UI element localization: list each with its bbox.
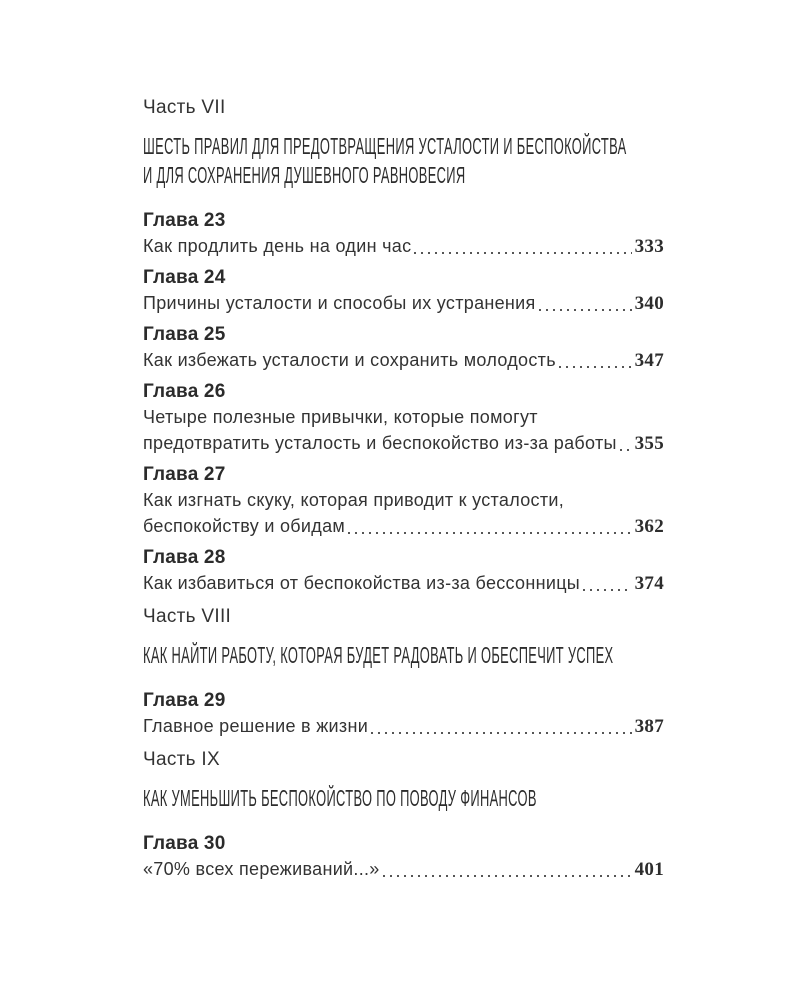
part-title: КАК УМЕНЬШИТЬ БЕСПОКОЙСТВО ПО ПОВОДУ ФИН…	[143, 784, 668, 813]
toc-entry-chapter-28[interactable]: Глава 28 Как избавиться от беспокойства …	[143, 545, 664, 597]
page-number: 401	[634, 859, 664, 880]
part-title-line: ШЕСТЬ ПРАВИЛ ДЛЯ ПРЕДОТВРАЩЕНИЯ УСТАЛОСТ…	[143, 133, 627, 159]
toc-section-part-8: Часть VIII КАК НАЙТИ РАБОТУ, КОТОРАЯ БУД…	[143, 605, 664, 740]
chapter-title: Главное решение в жизни	[143, 716, 369, 736]
toc-section-part-9: Часть IX КАК УМЕНЬШИТЬ БЕСПОКОЙСТВО ПО П…	[143, 748, 664, 883]
chapter-title: Причины усталости и способы их устранени…	[143, 293, 536, 313]
part-label: Часть VII	[143, 97, 226, 118]
chapter-title: предотвратить усталость и беспокойство и…	[143, 433, 617, 453]
page-number: 387	[634, 716, 664, 737]
toc-entry-chapter-24[interactable]: Глава 24 Причины усталости и способы их …	[143, 265, 664, 317]
toc-entry-chapter-29[interactable]: Глава 29 Главное решение в жизни 387	[143, 688, 664, 740]
part-title-line: КАК УМЕНЬШИТЬ БЕСПОКОЙСТВО ПО ПОВОДУ ФИН…	[143, 785, 537, 811]
part-label: Часть IX	[143, 749, 220, 770]
part-title-line: И ДЛЯ СОХРАНЕНИЯ ДУШЕВНОГО РАВНОВЕСИЯ	[143, 162, 466, 188]
dot-leader	[583, 589, 632, 591]
page-number: 340	[634, 293, 664, 314]
toc-content: Часть VII ШЕСТЬ ПРАВИЛ ДЛЯ ПРЕДОТВРАЩЕНИ…	[143, 96, 664, 883]
chapter-label: Глава 25	[143, 324, 226, 345]
chapter-title: Как продлить день на один час	[143, 236, 412, 256]
toc-entry-chapter-25[interactable]: Глава 25 Как избежать усталости и сохран…	[143, 322, 664, 374]
dot-leader	[371, 732, 632, 734]
chapter-label: Глава 23	[143, 210, 226, 231]
chapter-title: «70% всех переживаний...»	[143, 859, 380, 879]
chapter-title-line: Как изгнать скуку, которая приводит к ус…	[143, 490, 565, 510]
toc-entry-chapter-27[interactable]: Глава 27 Как изгнать скуку, которая прив…	[143, 462, 664, 540]
chapter-label: Глава 27	[143, 464, 226, 485]
part-title: КАК НАЙТИ РАБОТУ, КОТОРАЯ БУДЕТ РАДОВАТЬ…	[143, 641, 668, 670]
chapter-label: Глава 30	[143, 833, 226, 854]
dot-leader	[619, 449, 632, 451]
page-number: 333	[634, 236, 664, 257]
page-number: 355	[634, 433, 664, 454]
dot-leader	[538, 309, 632, 311]
page-number: 374	[634, 573, 664, 594]
chapter-title-line: Четыре полезные привычки, которые помогу…	[143, 407, 538, 427]
part-title-line: КАК НАЙТИ РАБОТУ, КОТОРАЯ БУДЕТ РАДОВАТЬ…	[143, 642, 614, 668]
chapter-label: Глава 28	[143, 547, 226, 568]
toc-entry-chapter-30[interactable]: Глава 30 «70% всех переживаний...» 401	[143, 831, 664, 883]
dot-leader	[382, 875, 632, 877]
chapter-label: Глава 26	[143, 381, 226, 402]
toc-entry-chapter-23[interactable]: Глава 23 Как продлить день на один час 3…	[143, 208, 664, 260]
toc-entry-chapter-26[interactable]: Глава 26 Четыре полезные привычки, котор…	[143, 379, 664, 457]
dot-leader	[414, 252, 632, 254]
chapter-title: беспокойству и обидам	[143, 516, 346, 536]
toc-section-part-7: Часть VII ШЕСТЬ ПРАВИЛ ДЛЯ ПРЕДОТВРАЩЕНИ…	[143, 96, 664, 597]
dot-leader	[558, 366, 632, 368]
chapter-title: Как избежать усталости и сохранить молод…	[143, 350, 556, 370]
chapter-label: Глава 29	[143, 690, 226, 711]
chapter-title: Как избавиться от беспокойства из-за бес…	[143, 573, 581, 593]
part-title: ШЕСТЬ ПРАВИЛ ДЛЯ ПРЕДОТВРАЩЕНИЯ УСТАЛОСТ…	[143, 132, 668, 190]
dot-leader	[348, 532, 632, 534]
chapter-label: Глава 24	[143, 267, 226, 288]
page-number: 347	[634, 350, 664, 371]
part-label: Часть VIII	[143, 606, 232, 627]
page-number: 362	[634, 516, 664, 537]
